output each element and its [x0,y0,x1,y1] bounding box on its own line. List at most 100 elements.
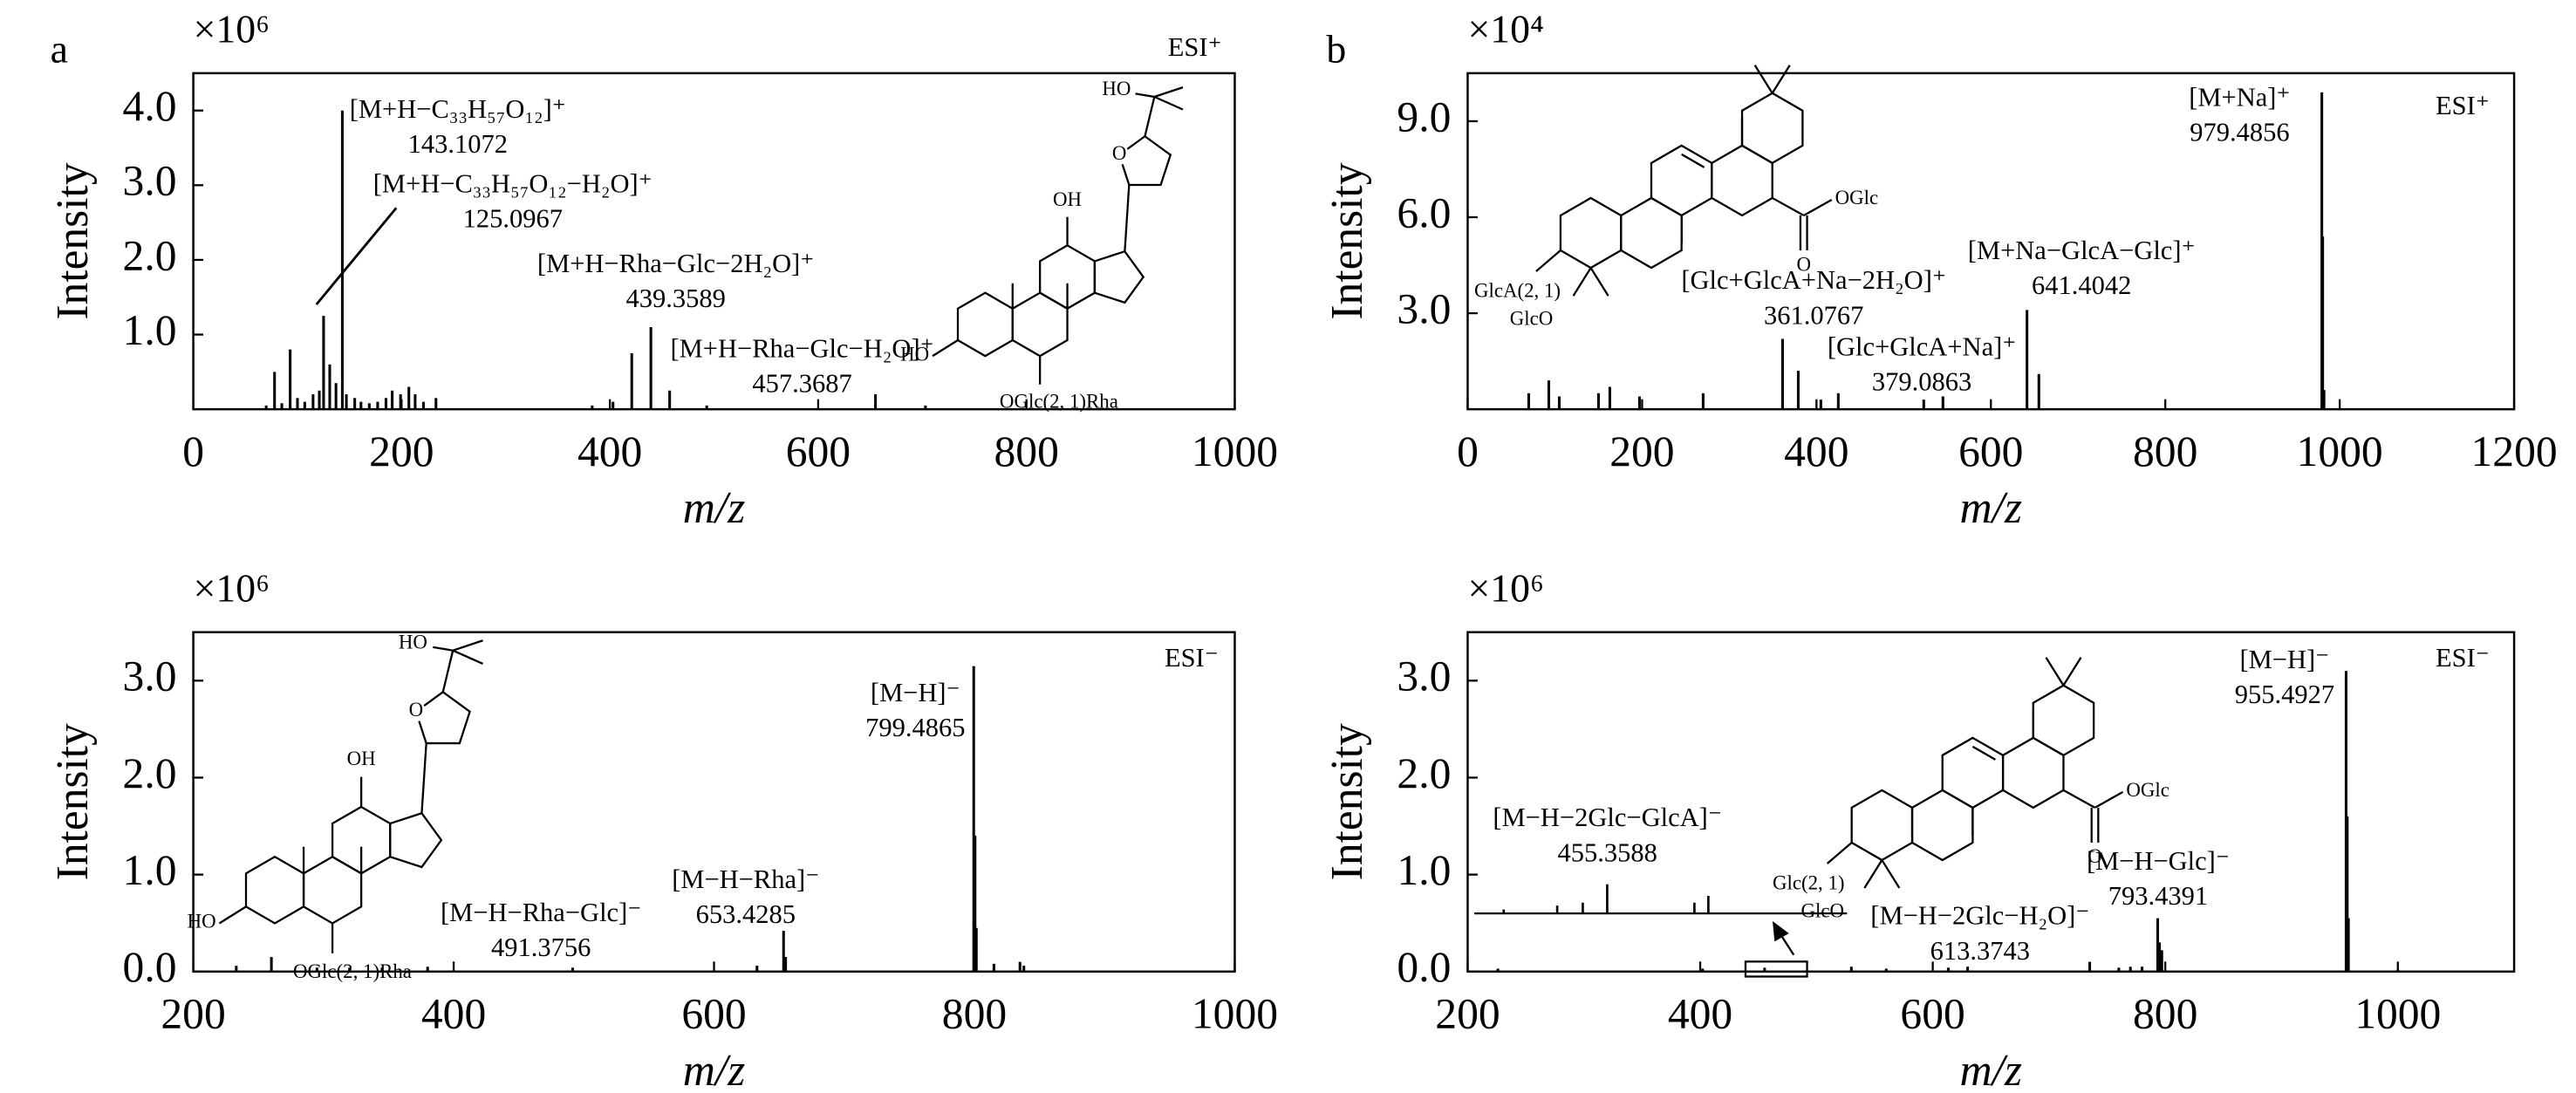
structure-label: OGlc(2, 1)Rha [293,960,412,982]
y-tick-label: 3.0 [123,157,177,205]
multiplier: ×10⁶ [194,7,270,51]
structure-ring [244,855,305,925]
x-tick-label: 1000 [2354,990,2441,1038]
ion-label: [M−H−Glc]⁻ [2087,846,2230,876]
structure-bond [1863,859,1883,889]
structure-label: GlcA(2, 1) [1474,279,1561,301]
structure-label: O [1796,253,1811,275]
structure-bond [1589,267,1609,297]
structure-label: O [1112,142,1127,164]
ion-label: [M−H−Rha]⁻ [672,864,819,894]
ion-label: [Glc+GlcA+Na−2H₂O]⁺ [1681,265,1946,295]
structure-label: O [409,699,424,721]
structure-ring [2001,736,2065,810]
x-tick-label: 0 [182,427,204,475]
label-backdrop [406,701,427,722]
x-tick-label: 0 [1457,427,1479,475]
y-tick-label: 1.0 [123,306,177,354]
x-tick-label: 1000 [1192,427,1278,475]
x-tick-label: 200 [1435,990,1500,1038]
structure-label: HO [900,343,929,365]
structure-bond [932,339,959,358]
ion-mz: 793.4391 [2108,881,2208,911]
structure-label: OGlc(2, 1)Rha [1000,391,1118,413]
structure-ring [1850,789,1914,862]
ion-label: [M+H−C₃₃H₅₇O₁₂−H₂O]⁺ [373,169,653,199]
structure-bond [1135,92,1155,99]
multiplier: ×10⁶ [1467,565,1544,610]
ion-label: [M−H−Rha−Glc]⁻ [441,898,641,927]
structure-bond [1803,198,1833,216]
structure-label: OH [347,748,376,769]
plot-frame [1466,631,2516,973]
x-axis-label: m/z [1960,483,2023,533]
x-tick-label: 1000 [1192,990,1278,1038]
structure-ring [1941,736,2005,810]
structure-label: OH [1053,188,1082,210]
ion-mz: 955.4927 [2235,680,2334,709]
structure-label: OGlc [2126,779,2169,801]
y-tick-label: 4.0 [123,82,177,130]
y-axis-label: Intensity [1322,162,1372,319]
y-axis-label: Intensity [1322,723,1372,880]
y-axis-label: Intensity [48,723,98,880]
structure-label: O [2087,845,2102,867]
structure-bond [2062,789,2096,809]
structure-bond [1772,196,1805,216]
x-tick-label: 600 [1958,427,2023,475]
y-tick-label: 0.0 [123,943,177,991]
structure-bond [1681,153,1705,168]
structure-bond [441,650,454,693]
x-tick-label: 200 [369,427,434,475]
label-backdrop [1109,145,1130,166]
structure-ring [1740,92,1804,165]
x-tick-label: 800 [2133,990,2197,1038]
structure-label: GlcO [1800,899,1844,921]
inset-marker [1744,920,1808,978]
y-tick-label: 3.0 [123,652,177,700]
structure-bond [1535,249,1561,272]
x-tick-label: 400 [1784,427,1848,475]
structure-bond [1881,859,1901,889]
structure-ring [1910,789,1974,862]
x-tick-label: 800 [942,990,1007,1038]
structure-ring [414,690,471,745]
structure-bond [1144,96,1156,137]
ion-mz: 125.0967 [463,204,563,234]
structure-bond [218,905,247,925]
y-axis-label: Intensity [48,162,98,319]
x-tick-label: 400 [1668,990,1732,1038]
structure-label: OGlc [1835,187,1879,208]
ion-mode: ESI⁺ [1168,32,1222,62]
x-axis-label: m/z [1960,1046,2023,1093]
ion-mz: 641.4042 [2032,270,2131,300]
structure-ring [1559,196,1623,270]
ion-mz: 439.3589 [625,283,725,313]
x-axis-label: m/z [683,483,746,533]
structure-bond [1771,65,1791,94]
structure-bond [1153,86,1184,99]
x-tick-label: 600 [1900,990,1964,1038]
ion-mode: ESI⁺ [2436,91,2490,120]
x-tick-label: 600 [681,990,746,1038]
ion-mode: ESI⁻ [2436,643,2490,673]
structure-bond [452,649,483,666]
x-tick-label: 200 [1609,427,1674,475]
ion-label: [Glc+GlcA+Na]⁺ [1828,332,2016,362]
structure-bond [2094,790,2124,809]
x-tick-label: 600 [786,427,851,475]
x-tick-label: 800 [2133,427,2197,475]
structure-bond [1153,95,1184,111]
y-tick-label: 2.0 [1397,749,1451,797]
structure-bond [2045,657,2065,687]
structure-ring [2032,684,2095,757]
structure-bond [1826,842,1853,864]
ion-label: [M+H−Rha−Glc−2H₂O]⁺ [537,249,814,278]
structure-ring [1650,144,1713,217]
ion-mode: ESI⁻ [1165,643,1219,673]
ion-mz: 613.3743 [1930,936,2030,966]
ion-label: [M+H−C₃₃H₅₇O₁₂]⁺ [350,94,566,124]
x-tick-label: 400 [577,427,642,475]
